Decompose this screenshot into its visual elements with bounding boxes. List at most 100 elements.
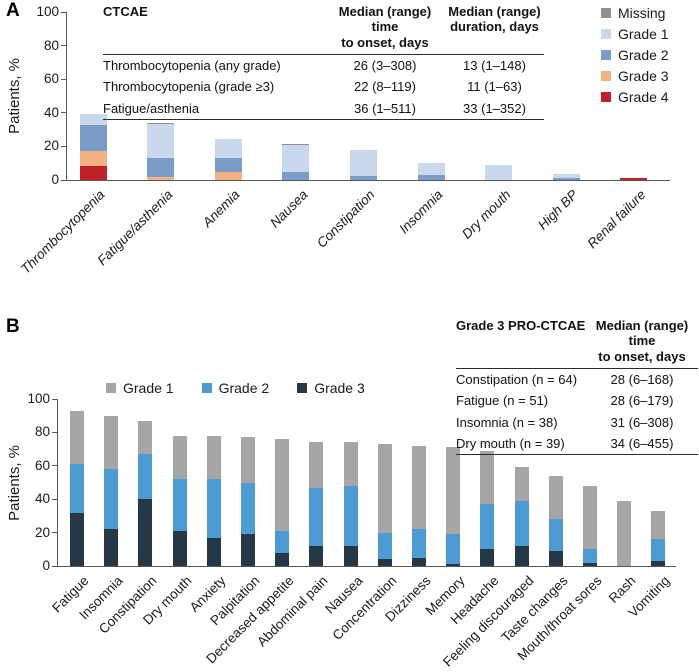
bar-segment-grade-3 — [548, 550, 563, 566]
x-axis-label: Anemia — [199, 187, 243, 230]
table-a-col3-header-line2: duration, days — [450, 19, 539, 35]
table-row: Dry mouth (n = 39) 34 (6–455) — [456, 433, 698, 454]
legend-swatch-icon — [106, 383, 116, 393]
bar-segment-grade-2 — [147, 158, 175, 178]
table-b-col2-header-line2: to onset, days — [598, 348, 686, 364]
table-cell-onset: 26 (3–308) — [353, 57, 417, 73]
bar-segment-grade-1 — [206, 435, 221, 480]
y-tick-mark — [61, 112, 66, 114]
bar-segment-grade-2 — [417, 174, 445, 180]
legend-swatch-icon — [601, 8, 611, 18]
table-row: Fatigue (n = 51) 28 (6–179) — [456, 390, 698, 411]
legend-swatch-icon — [297, 383, 308, 393]
legend-swatch-icon — [601, 50, 611, 60]
bar-segment-grade-1 — [104, 415, 119, 470]
table-a-col2-header-line1: Median (range) time — [338, 4, 432, 35]
table-a-col3-header-line1: Median (range) — [448, 4, 541, 19]
bar-segment-grade-3 — [70, 512, 84, 566]
y-tick-label: 40 — [43, 104, 59, 120]
y-tick-label: 20 — [43, 138, 59, 154]
table-cell-onset: 36 (1–511) — [354, 100, 416, 116]
bar-segment-grade-3 — [343, 545, 358, 566]
y-tick-mark — [61, 179, 66, 181]
bar-segment-grade-2 — [514, 500, 529, 546]
bar-segment-grade-1 — [138, 420, 153, 455]
bar-segment-grade-2 — [138, 454, 153, 500]
y-tick-label: 0 — [51, 172, 59, 187]
panel-b-legend: Grade 1 Grade 2 Grade 3 — [106, 380, 365, 396]
y-tick-mark — [61, 11, 66, 13]
panel-a-y-axis-title: Patients, % — [5, 58, 23, 134]
table-a-col1-header: CTCAE — [103, 4, 148, 19]
bar-segment-grade-2 — [651, 539, 666, 561]
y-tick-label: 40 — [34, 491, 50, 507]
bar-segment-grade-1 — [412, 445, 426, 530]
legend-swatch-icon — [601, 29, 611, 39]
legend-swatch-icon — [201, 383, 212, 393]
table-cell-name: Dry mouth (n = 39) — [456, 435, 565, 451]
table-b-col2-header: Median (range) time to onset, days — [586, 318, 698, 364]
bar-segment-grade-1 — [583, 485, 597, 550]
bar-segment-grade-2 — [172, 479, 187, 531]
bar-segment-grade-1 — [548, 475, 563, 520]
bar-segment-grade-2 — [206, 479, 221, 538]
x-axis-label: High BP — [535, 187, 581, 233]
bar-segment-grade-2 — [480, 504, 495, 550]
bar-segment-grade-3 — [412, 557, 426, 566]
bar-segment-grade-2 — [309, 487, 324, 546]
y-tick-label: 80 — [43, 37, 59, 53]
y-tick-label: 100 — [36, 4, 59, 19]
bar-segment-grade-1 — [172, 435, 187, 480]
bar-segment-grade-1 — [349, 149, 377, 176]
bar-segment-grade-3 — [104, 529, 119, 566]
legend-label: Grade 1 — [618, 26, 669, 42]
legend-item-grade-2: Grade 2 — [201, 380, 269, 396]
table-cell-name: Fatigue (n = 51) — [456, 393, 549, 409]
y-tick-label: 60 — [34, 457, 50, 473]
x-axis-label: Renal failure — [584, 187, 649, 252]
panel-a-table: CTCAE Median (range) time to onset, days … — [103, 4, 544, 120]
x-axis-label: Constipation — [314, 187, 378, 251]
legend-item-grade-3: Grade 3 — [297, 380, 365, 396]
panel-b-table: Grade 3 PRO-CTCAE Median (range) time to … — [456, 318, 698, 456]
bar-segment-grade-2 — [552, 178, 580, 180]
y-tick-mark — [52, 398, 57, 400]
bar-segment-grade-1 — [377, 444, 392, 533]
bar-segment-grade-2 — [70, 464, 84, 513]
table-row: Thrombocytopenia (grade ≥3) 22 (8–119) 11 … — [103, 76, 544, 97]
y-tick-mark — [52, 431, 57, 433]
bar-segment-grade-3 — [214, 171, 242, 180]
legend-label: Grade 1 — [123, 380, 174, 396]
bar-segment-grade-3 — [480, 549, 495, 566]
panel-a-chart: 0 20 40 60 80 100 Thrombocytopenia Fatigue/asth… — [18, 4, 670, 277]
x-axis-label: Dry mouth — [458, 187, 514, 242]
bar-segment-grade-1 — [79, 113, 107, 126]
legend-item-grade-3: Grade 3 — [601, 68, 669, 84]
legend-item-grade-2: Grade 2 — [601, 47, 669, 63]
table-b-col1-header: Grade 3 PRO-CTCAE — [456, 318, 586, 333]
bar-segment-grade-3 — [275, 552, 290, 566]
legend-item-grade-1: Grade 1 — [106, 380, 174, 396]
bar-segment-missing — [147, 122, 175, 124]
x-axis-label: Insomnia — [396, 187, 446, 237]
table-cell-name: Constipation (n = 64) — [456, 371, 578, 387]
table-a-col2-header: Median (range) time to onset, days — [325, 4, 445, 50]
panel-b-table-body: Constipation (n = 64) 28 (6–168) Fatigue (… — [456, 369, 698, 456]
bar-segment-grade-2 — [343, 485, 358, 546]
bar-segment-grade-1 — [651, 510, 666, 540]
bar-segment-grade-3 — [147, 177, 175, 180]
y-tick-label: 60 — [43, 71, 59, 87]
legend-label: Missing — [618, 5, 666, 21]
y-tick-mark — [61, 45, 66, 47]
bar-segment-grade-1 — [282, 144, 310, 173]
bar-segment-grade-1 — [446, 447, 461, 535]
y-tick-mark — [52, 465, 57, 467]
bar-segment-grade-2 — [282, 172, 310, 180]
table-a-col3-header: Median (range) duration, days — [445, 4, 544, 35]
bar-segment-grade-1 — [70, 410, 84, 465]
bar-segment-grade-2 — [412, 529, 426, 558]
table-cell-duration: 13 (1–148) — [463, 57, 526, 73]
legend-swatch-icon — [601, 71, 611, 81]
x-axis-label: Nausea — [266, 187, 311, 231]
